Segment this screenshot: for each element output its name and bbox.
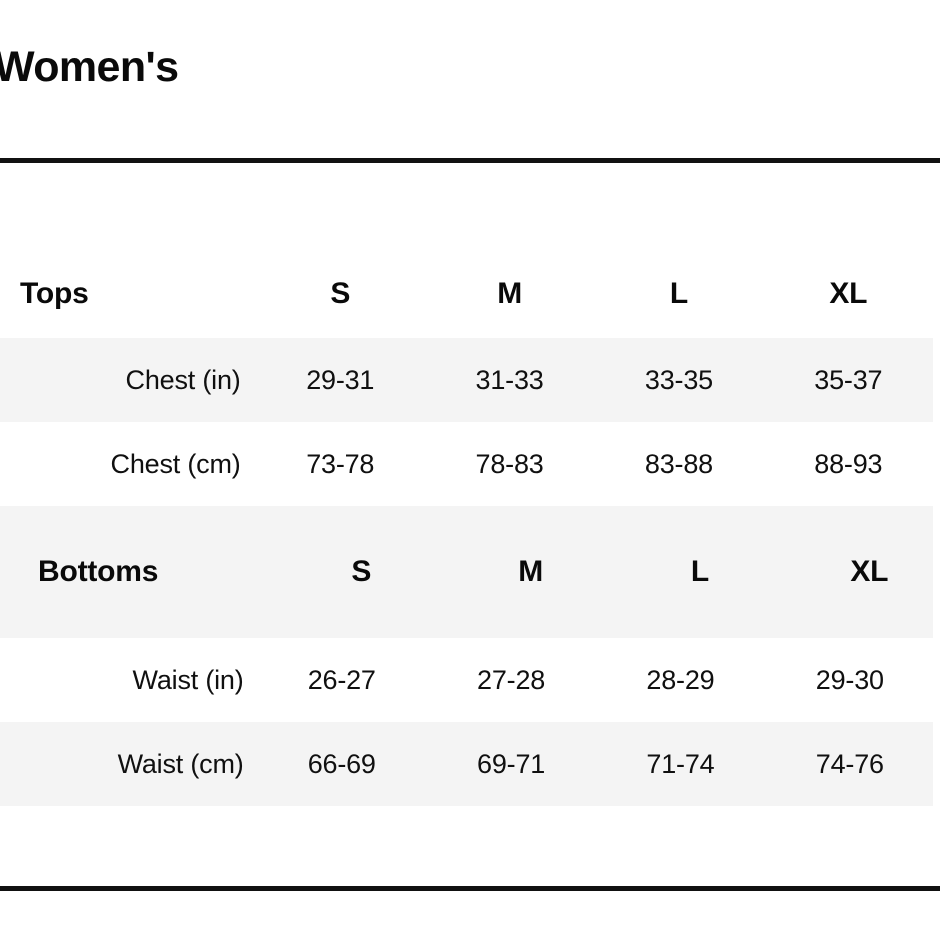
cell-chest-cm-xl: 88-93	[814, 448, 883, 479]
row-label-chest-cm: Chest (cm)	[110, 448, 241, 479]
row-label-waist-cm: Waist (cm)	[117, 748, 244, 779]
cell-chest-in-m: 31-33	[475, 364, 544, 395]
column-header-m-tops: M	[497, 277, 522, 310]
cell-waist-cm-m: 69-71	[477, 748, 546, 779]
section-header-row-bottoms: Bottoms S M L XL	[0, 506, 933, 638]
divider-bottom	[0, 886, 940, 891]
cell-chest-cm-l: 83-88	[644, 448, 713, 479]
row-label-waist-in: Waist (in)	[132, 664, 244, 695]
cell-chest-in-xl: 35-37	[814, 364, 883, 395]
cell-chest-cm-m: 78-83	[475, 448, 544, 479]
table-row: Chest (cm) 73-78 78-83 83-88 88-93	[0, 422, 933, 506]
cell-chest-in-l: 33-35	[644, 364, 713, 395]
column-header-l-bottoms: L	[690, 555, 710, 588]
cell-waist-in-m: 27-28	[477, 664, 546, 695]
cell-waist-cm-xl: 74-76	[815, 748, 884, 779]
page-title: Women's	[0, 43, 179, 91]
cell-chest-in-s: 29-31	[306, 364, 375, 395]
section-header-row-tops: Tops S M L XL	[0, 250, 933, 338]
table-row: Waist (in) 26-27 27-28 28-29 29-30	[0, 638, 933, 722]
column-header-xl-bottoms: XL	[850, 555, 889, 588]
cell-waist-cm-s: 66-69	[307, 748, 376, 779]
row-label-chest-in: Chest (in)	[125, 364, 241, 395]
cell-waist-in-l: 28-29	[646, 664, 715, 695]
column-header-s-bottoms: S	[351, 555, 372, 588]
column-header-xl-tops: XL	[829, 277, 868, 310]
table-row: Chest (in) 29-31 31-33 33-35 35-37	[0, 338, 933, 422]
tops-section-header: Tops S M L XL	[0, 250, 933, 338]
divider-top	[0, 158, 940, 163]
cell-waist-cm-l: 71-74	[646, 748, 715, 779]
tops-section-body: Chest (in) 29-31 31-33 33-35 35-37 Chest…	[0, 338, 933, 506]
bottoms-section: Bottoms S M L XL Waist (in) 26-27 27-28 …	[0, 506, 933, 806]
cell-waist-in-xl: 29-30	[815, 664, 884, 695]
table-row: Waist (cm) 66-69 69-71 71-74 74-76	[0, 722, 933, 806]
column-header-m-bottoms: M	[518, 555, 543, 588]
title-area: Women's	[0, 36, 940, 108]
column-header-s-tops: S	[330, 277, 351, 310]
column-header-l-tops: L	[669, 277, 689, 310]
size-chart-table: Tops S M L XL Chest (in) 29-31 31-33 33-…	[0, 250, 933, 806]
cell-waist-in-s: 26-27	[307, 664, 376, 695]
section-title-tops: Tops	[20, 277, 89, 310]
cell-chest-cm-s: 73-78	[306, 448, 375, 479]
section-title-bottoms: Bottoms	[38, 555, 159, 588]
